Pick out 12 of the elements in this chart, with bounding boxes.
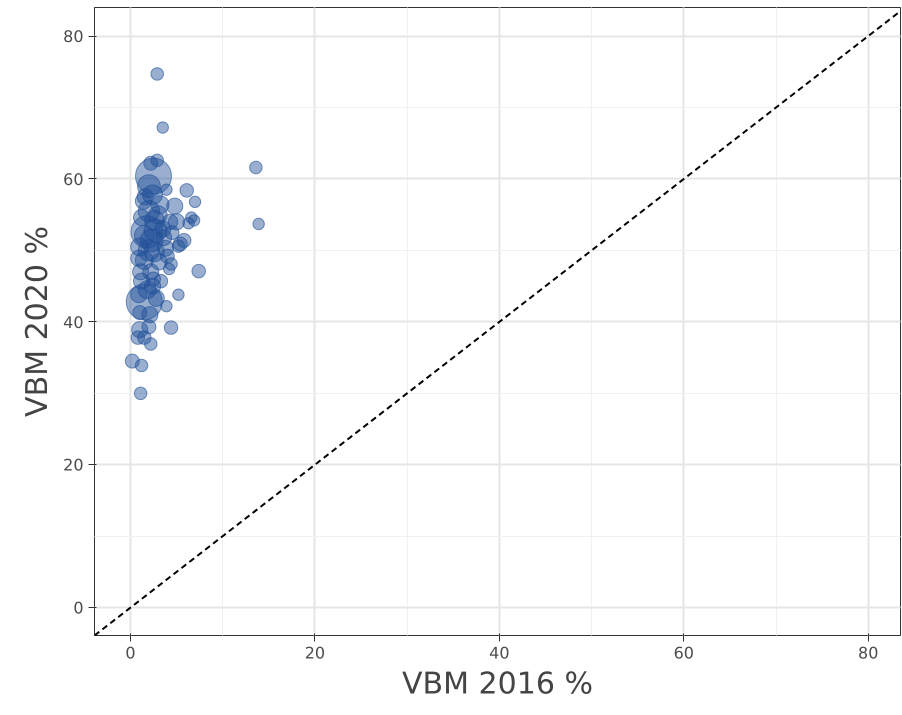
y-tick-label: 0 (73, 598, 84, 618)
y-tick-label: 60 (63, 170, 84, 189)
x-tick-label: 40 (489, 644, 510, 662)
y-tick-label: 40 (63, 312, 84, 332)
x-tick-label: 60 (674, 644, 694, 662)
y-tick-label: 20 (63, 456, 84, 475)
x-tick-label: 20 (304, 644, 326, 662)
x-tick-label: 0 (125, 644, 136, 662)
x-tick-label: 80 (858, 644, 878, 662)
y-tick-label: 80 (63, 27, 84, 46)
y-axis-title: VBM 2020 % (20, 226, 56, 417)
x-axis-title: VBM 2016 % (402, 666, 593, 702)
